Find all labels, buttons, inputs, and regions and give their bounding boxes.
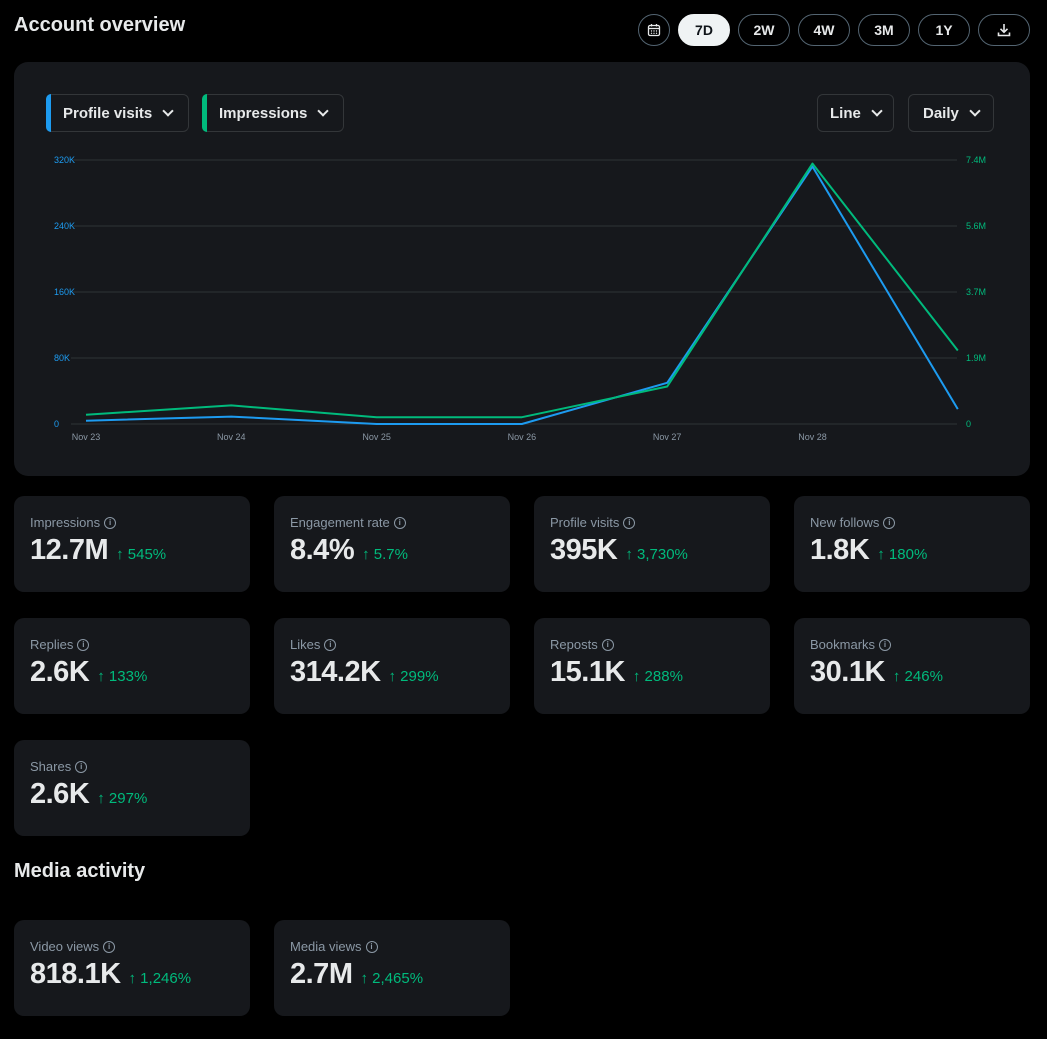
metric-select-impressions[interactable]: Impressions — [202, 94, 345, 132]
y-left-tick-label: 0 — [54, 419, 59, 429]
stat-delta: ↑ 3,730% — [625, 546, 688, 563]
stat-label: New follows — [810, 515, 880, 530]
stat-delta: ↑ 297% — [97, 790, 148, 807]
x-tick-label: Nov 23 — [72, 432, 101, 442]
stat-card-engagement-rate: Engagement rate i 8.4% ↑ 5.7% — [274, 496, 510, 592]
y-right-tick-label: 5.6M — [966, 221, 986, 231]
stat-label: Reposts — [550, 637, 598, 652]
info-icon[interactable]: i — [879, 638, 892, 651]
info-icon[interactable]: i — [75, 760, 88, 773]
page-title: Account overview — [14, 14, 186, 36]
info-icon[interactable]: i — [77, 638, 90, 651]
series-color-marker — [46, 94, 51, 132]
metric-select-profile-visits[interactable]: Profile visits — [46, 94, 190, 132]
stat-label: Video views — [30, 939, 100, 954]
y-right-tick-label: 0 — [966, 419, 971, 429]
stat-value: 2.6K — [30, 778, 90, 810]
stat-delta: ↑ 133% — [97, 668, 148, 685]
info-icon[interactable]: i — [103, 940, 116, 953]
stat-delta: ↑ 1,246% — [128, 970, 192, 987]
y-right-tick-label: 3.7M — [966, 287, 986, 297]
download-button[interactable] — [978, 14, 1030, 46]
stat-delta: ↑ 545% — [116, 546, 167, 563]
stat-value: 30.1K — [810, 656, 885, 688]
info-icon[interactable]: i — [104, 516, 117, 529]
info-icon[interactable]: i — [623, 516, 636, 529]
stat-value: 12.7M — [30, 534, 109, 566]
stat-label: Impressions — [30, 515, 101, 530]
calendar-icon — [647, 24, 661, 37]
stat-value: 395K — [550, 534, 618, 566]
stat-card-replies: Replies i 2.6K ↑ 133% — [14, 618, 250, 714]
y-left-tick-label: 240K — [54, 221, 75, 231]
stat-delta: ↑ 180% — [877, 546, 928, 563]
range-7d-button[interactable]: 7D — [678, 14, 730, 46]
series-line-profile-visits — [85, 165, 959, 425]
granularity-label: Daily — [923, 104, 959, 122]
x-tick-label: Nov 25 — [362, 432, 391, 442]
chart-type-select[interactable]: Line — [817, 94, 894, 132]
x-tick-label: Nov 26 — [508, 432, 537, 442]
stat-card-reposts: Reposts i 15.1K ↑ 288% — [534, 618, 770, 714]
metric-select-label: Impressions — [219, 104, 308, 122]
stat-delta: ↑ 299% — [388, 668, 439, 685]
stat-label: Bookmarks — [810, 637, 876, 652]
line-chart: 0 0 80K 1.9M 160K 3.7M 240K 5.6M 320K 7.4M Nov 23 N… — [54, 155, 986, 442]
stat-card-video-views: Video views i 818.1K ↑ 1,246% — [14, 920, 250, 1016]
info-icon[interactable]: i — [601, 638, 614, 651]
y-right-tick-label: 1.9M — [966, 353, 986, 363]
stat-label: Likes — [290, 637, 321, 652]
stat-value: 1.8K — [810, 534, 870, 566]
chart-type-label: Line — [830, 104, 861, 122]
info-icon[interactable]: i — [883, 516, 896, 529]
stat-card-impressions: Impressions i 12.7M ↑ 545% — [14, 496, 250, 592]
series-line-impressions — [85, 162, 959, 419]
y-left-tick-label: 320K — [54, 155, 75, 165]
metric-select-label: Profile visits — [63, 104, 153, 122]
info-icon[interactable]: i — [393, 516, 406, 529]
info-icon[interactable]: i — [365, 940, 378, 953]
stat-card-bookmarks: Bookmarks i 30.1K ↑ 246% — [794, 618, 1030, 714]
stat-label: Media views — [290, 939, 362, 954]
stat-card-shares: Shares i 2.6K ↑ 297% — [14, 740, 250, 836]
media-activity-title: Media activity — [14, 860, 146, 882]
info-icon[interactable]: i — [324, 638, 337, 651]
stat-card-new-follows: New follows i 1.8K ↑ 180% — [794, 496, 1030, 592]
date-range-bar: 7D 2W 4W 3M 1Y — [638, 14, 1030, 46]
stat-value: 8.4% — [290, 534, 355, 566]
stat-label: Shares — [30, 759, 72, 774]
stat-value: 818.1K — [30, 958, 121, 990]
stat-delta: ↑ 5.7% — [362, 546, 408, 563]
range-4w-button[interactable]: 4W — [798, 14, 850, 46]
x-tick-label: Nov 24 — [217, 432, 246, 442]
stat-delta: ↑ 288% — [632, 668, 683, 685]
download-icon — [997, 24, 1011, 37]
stat-card-likes: Likes i 314.2K ↑ 299% — [274, 618, 510, 714]
x-tick-label: Nov 28 — [798, 432, 827, 442]
stat-delta: ↑ 246% — [892, 668, 943, 685]
range-2w-button[interactable]: 2W — [738, 14, 790, 46]
stat-label: Replies — [30, 637, 74, 652]
y-left-tick-label: 160K — [54, 287, 75, 297]
stat-value: 314.2K — [290, 656, 381, 688]
series-color-marker — [202, 94, 207, 132]
stat-card-profile-visits: Profile visits i 395K ↑ 3,730% — [534, 496, 770, 592]
stat-value: 2.6K — [30, 656, 90, 688]
stat-value: 2.7M — [290, 958, 353, 990]
range-1y-button[interactable]: 1Y — [918, 14, 970, 46]
y-left-tick-label: 80K — [54, 353, 70, 363]
calendar-button[interactable] — [638, 14, 670, 46]
stat-value: 15.1K — [550, 656, 625, 688]
x-tick-label: Nov 27 — [653, 432, 682, 442]
stat-delta: ↑ 2,465% — [360, 970, 424, 987]
granularity-select[interactable]: Daily — [908, 94, 994, 132]
range-3m-button[interactable]: 3M — [858, 14, 910, 46]
stat-card-media-views: Media views i 2.7M ↑ 2,465% — [274, 920, 510, 1016]
stat-label: Engagement rate — [290, 515, 390, 530]
stat-label: Profile visits — [550, 515, 620, 530]
y-right-tick-label: 7.4M — [966, 155, 986, 165]
